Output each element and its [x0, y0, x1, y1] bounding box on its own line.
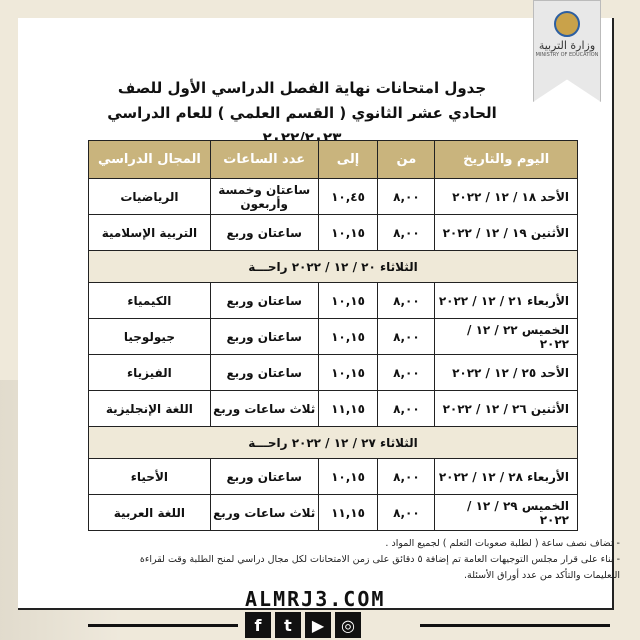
table-row: الأحد ١٨ / ١٢ / ٢٠٢٢ ٨,٠٠ ١٠,٤٥ ساعتان وخمس…	[88, 178, 578, 215]
logo-arabic: وزارة التربية	[538, 39, 596, 52]
cell-hours: ساعتان وربع	[209, 318, 319, 355]
table-row: الأربعاء ٢٨ / ١٢ / ٢٠٢٢ ٨,٠٠ ١٠,١٥ ساعتان و…	[88, 458, 578, 495]
cell-to: ١٠,١٥	[317, 282, 379, 319]
cell-from: ٨,٠٠	[377, 318, 436, 355]
cell-from: ٨,٠٠	[377, 282, 436, 319]
column-header: اليوم والتاريخ	[434, 140, 578, 179]
note: التعليمات والتأكد من عدد أوراق الأسئلة.	[464, 570, 620, 581]
cell-date: الأربعاء ٢١ / ١٢ / ٢٠٢٢	[434, 282, 578, 319]
cell-to: ١١,١٥	[317, 390, 379, 427]
emblem-icon	[554, 11, 580, 37]
cell-date: الأثنين ١٩ / ١٢ / ٢٠٢٢	[434, 214, 578, 251]
twitter-icon[interactable]: t	[275, 612, 301, 638]
table-row: الأربعاء ٢١ / ١٢ / ٢٠٢٢ ٨,٠٠ ١٠,١٥ ساعتان و…	[88, 282, 578, 319]
rest-day-row: الثلاثاء ٢٧ / ١٢ / ٢٠٢٢ راحـــة	[88, 426, 578, 459]
cell-hours: ثلاث ساعات وربع	[209, 494, 319, 531]
table-row: الأثنين ٢٦ / ١٢ / ٢٠٢٢ ٨,٠٠ ١١,١٥ ثلاث ساعا…	[88, 390, 578, 427]
cell-hours: ساعتان وربع	[209, 354, 319, 391]
cell-to: ١١,١٥	[317, 494, 379, 531]
cell-to: ١٠,١٥	[317, 318, 379, 355]
logo-english: MINISTRY OF EDUCATION	[535, 52, 599, 58]
cell-date: الخميس ٢٢ / ١٢ / ٢٠٢٢	[434, 318, 578, 355]
notes: - تضاف نصف ساعة ( لطلبة صعوبات التعلم ) …	[16, 536, 620, 584]
cell-to: ١٠,٤٥	[317, 178, 379, 215]
note: - تضاف نصف ساعة ( لطلبة صعوبات التعلم ) …	[385, 538, 620, 549]
note: - بناء على قرار مجلس التوجيهات العامة تم…	[139, 554, 620, 565]
cell-date: الأحد ٢٥ / ١٢ / ٢٠٢٢	[434, 354, 578, 391]
cell-to: ١٠,١٥	[317, 354, 379, 391]
instagram-icon[interactable]: ◎	[335, 612, 361, 638]
social-icons: f t ▶ ◎	[245, 612, 361, 638]
cell-hours: ساعتان وربع	[209, 282, 319, 319]
column-header: عدد الساعات	[209, 140, 319, 179]
cell-subject: اللغة الإنجليزية	[88, 390, 211, 427]
watermark: ALMRJ3.COM	[245, 587, 386, 611]
divider	[420, 624, 610, 627]
cell-to: ١٠,١٥	[317, 214, 379, 251]
title-line-1: جدول امتحانات نهاية الفصل الدراسي الأول …	[117, 79, 487, 97]
column-header: المجال الدراسي	[88, 140, 211, 179]
table-row: الخميس ٢٢ / ١٢ / ٢٠٢٢ ٨,٠٠ ١٠,١٥ ساعتان ورب…	[88, 318, 578, 355]
cell-from: ٨,٠٠	[377, 494, 436, 531]
cell-subject: اللغة العربية	[88, 494, 211, 531]
table-row: الخميس ٢٩ / ١٢ / ٢٠٢٢ ٨,٠٠ ١١,١٥ ثلاث ساعات…	[88, 494, 578, 531]
cell-date: الأحد ١٨ / ١٢ / ٢٠٢٢	[434, 178, 578, 215]
cell-from: ٨,٠٠	[377, 390, 436, 427]
facebook-icon[interactable]: f	[245, 612, 271, 638]
cell-date: الأربعاء ٢٨ / ١٢ / ٢٠٢٢	[434, 458, 578, 495]
cell-hours: ثلاث ساعات وربع	[209, 390, 319, 427]
table-row: الأثنين ١٩ / ١٢ / ٢٠٢٢ ٨,٠٠ ١٠,١٥ ساعتان ور…	[88, 214, 578, 251]
cell-to: ١٠,١٥	[317, 458, 379, 495]
exam-table: اليوم والتاريخ من إلى عدد الساعات المجال الد…	[88, 140, 578, 531]
cell-hours: ساعتان وربع	[209, 214, 319, 251]
column-header: من	[377, 140, 436, 179]
youtube-icon[interactable]: ▶	[305, 612, 331, 638]
cell-subject: الرياضيات	[88, 178, 211, 215]
rest-day: الثلاثاء ٢٧ / ١٢ / ٢٠٢٢ راحـــة	[88, 426, 578, 459]
cell-from: ٨,٠٠	[377, 458, 436, 495]
cell-subject: التربية الإسلامية	[88, 214, 211, 251]
cell-subject: الكيمياء	[88, 282, 211, 319]
rest-day: الثلاثاء ٢٠ / ١٢ / ٢٠٢٢ راحـــة	[88, 250, 578, 283]
cell-date: الأثنين ٢٦ / ١٢ / ٢٠٢٢	[434, 390, 578, 427]
cell-from: ٨,٠٠	[377, 354, 436, 391]
column-header: إلى	[317, 140, 379, 179]
cell-subject: الفيزياء	[88, 354, 211, 391]
rest-day-row: الثلاثاء ٢٠ / ١٢ / ٢٠٢٢ راحـــة	[88, 250, 578, 283]
cell-from: ٨,٠٠	[377, 178, 436, 215]
table-row: الأحد ٢٥ / ١٢ / ٢٠٢٢ ٨,٠٠ ١٠,١٥ ساعتان وربع…	[88, 354, 578, 391]
cell-hours: ساعتان وربع	[209, 458, 319, 495]
cell-subject: جيولوجيا	[88, 318, 211, 355]
cell-date: الخميس ٢٩ / ١٢ / ٢٠٢٢	[434, 494, 578, 531]
cell-from: ٨,٠٠	[377, 214, 436, 251]
cell-subject: الأحياء	[88, 458, 211, 495]
cell-hours: ساعتان وخمسة وأربعون	[209, 178, 319, 215]
divider	[88, 624, 238, 627]
